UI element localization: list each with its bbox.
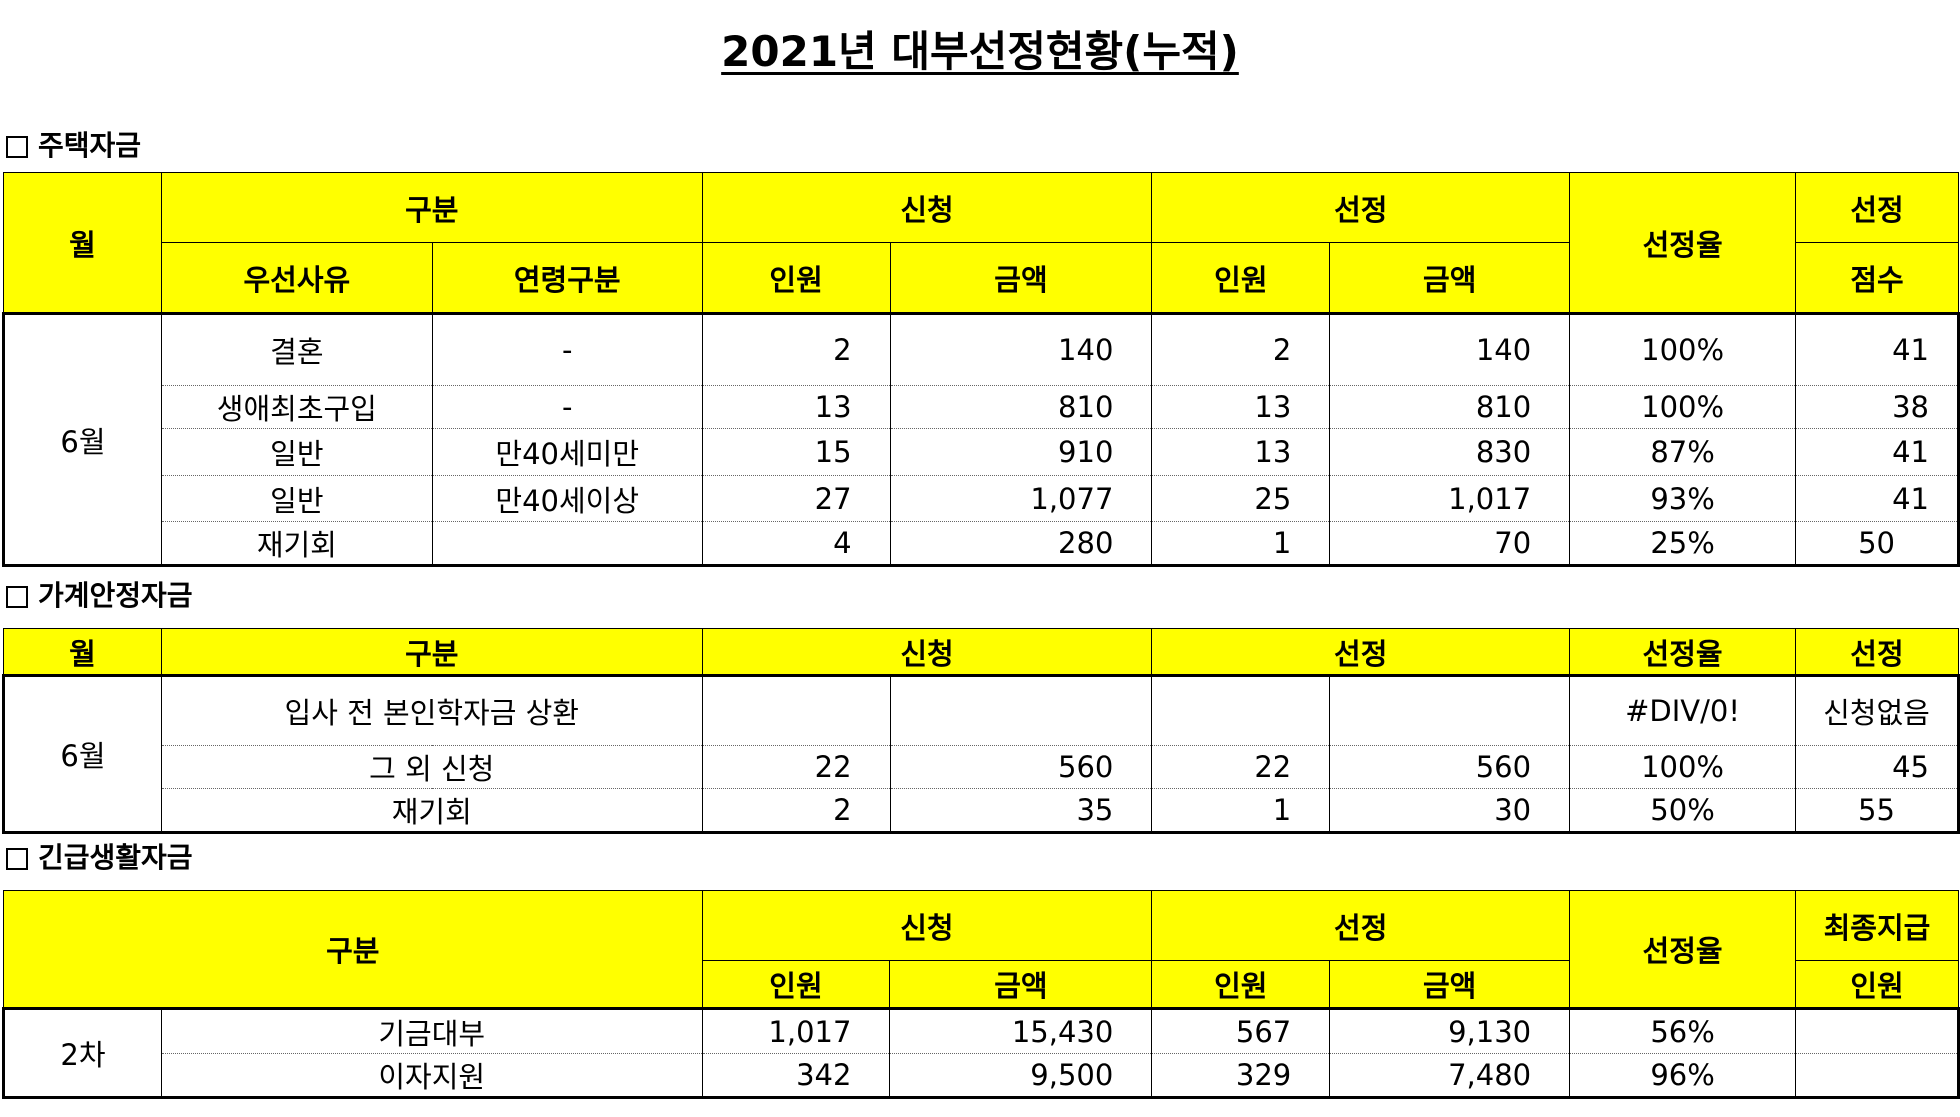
household-table: 월 구분 신청 선정 선정율 선정 6월 입사 전 본인학자금 상환 #DIV/… [2,628,1960,834]
month-cell: 6월 [3,675,162,833]
header-category: 구분 [3,890,703,1009]
header-month: 월 [3,172,162,314]
header-select: 선정 [1151,172,1571,243]
header-month: 월 [3,628,162,676]
header-select-amount: 금액 [1329,242,1571,314]
header-select: 선정 [1151,628,1571,676]
header-score: 선정 [1794,628,1960,676]
header-score-top: 선정 [1795,172,1959,243]
housing-table: 월 구분 신청 선정 선정율 선정 우선사유 연령구분 인원 금액 인원 금액 … [2,172,1960,567]
page-title: 2021년 대부선정현황(누적) [721,27,1239,76]
header-apply-people: 인원 [701,960,891,1009]
header-apply: 신청 [701,172,1153,243]
header-select: 선정 [1151,890,1571,961]
section-heading-housing: 주택자금 [6,130,141,162]
table-row: 그 외 신청 22 560 22 560 100% 45 [4,745,1959,789]
header-category: 구분 [160,628,703,676]
table-row: 일반 만40세미만 15 910 13 830 87% 41 [4,428,1959,476]
header-rate: 선정율 [1569,890,1796,1009]
header-rate: 선정율 [1569,172,1797,314]
header-final-bottom: 인원 [1795,960,1959,1009]
month-cell: 6월 [3,313,162,566]
table-row: 일반 만40세이상 27 1,077 25 1,017 93% 41 [4,475,1959,522]
header-select-amount: 금액 [1329,960,1571,1009]
table-row: 6월 결혼 - 2 140 2 140 100% 41 [3,313,1959,566]
checkbox-square-icon [6,586,28,608]
checkbox-square-icon [6,136,28,158]
header-apply-people: 인원 [701,242,891,314]
header-select-people: 인원 [1151,960,1331,1009]
section-heading-household: 가계안정자금 [6,580,193,612]
header-category: 구분 [160,172,703,243]
header-apply-amount: 금액 [889,242,1153,314]
header-apply: 신청 [701,890,1153,961]
table-row: 생애최초구입 - 13 810 13 810 100% 38 [4,385,1959,429]
table-row: 6월 입사 전 본인학자금 상환 #DIV/0! 신청없음 [3,675,1959,833]
header-final-top: 최종지급 [1795,890,1959,961]
emergency-table: 구분 신청 선정 선정율 최종지급 인원 금액 인원 금액 인원 2차 기금대부… [2,890,1960,1099]
header-apply: 신청 [701,628,1153,676]
table-row: 재기회 4 280 1 70 25% 50 [4,521,1959,566]
header-apply-amount: 금액 [889,960,1153,1009]
header-select-people: 인원 [1151,242,1331,314]
header-rate: 선정율 [1569,628,1796,676]
section-heading-emergency: 긴급생활자금 [6,842,193,874]
header-age: 연령구분 [431,242,703,314]
header-score-bottom: 점수 [1795,242,1959,314]
checkbox-square-icon [6,848,28,870]
table-row: 2차 기금대부 1,017 15,430 567 9,130 56% [3,1008,1959,1098]
table-row: 이자지원 342 9,500 329 7,480 96% [4,1053,1959,1098]
table-row: 재기회 2 35 1 30 50% 55 [4,788,1959,833]
header-reason: 우선사유 [160,242,433,314]
round-cell: 2차 [3,1008,162,1098]
